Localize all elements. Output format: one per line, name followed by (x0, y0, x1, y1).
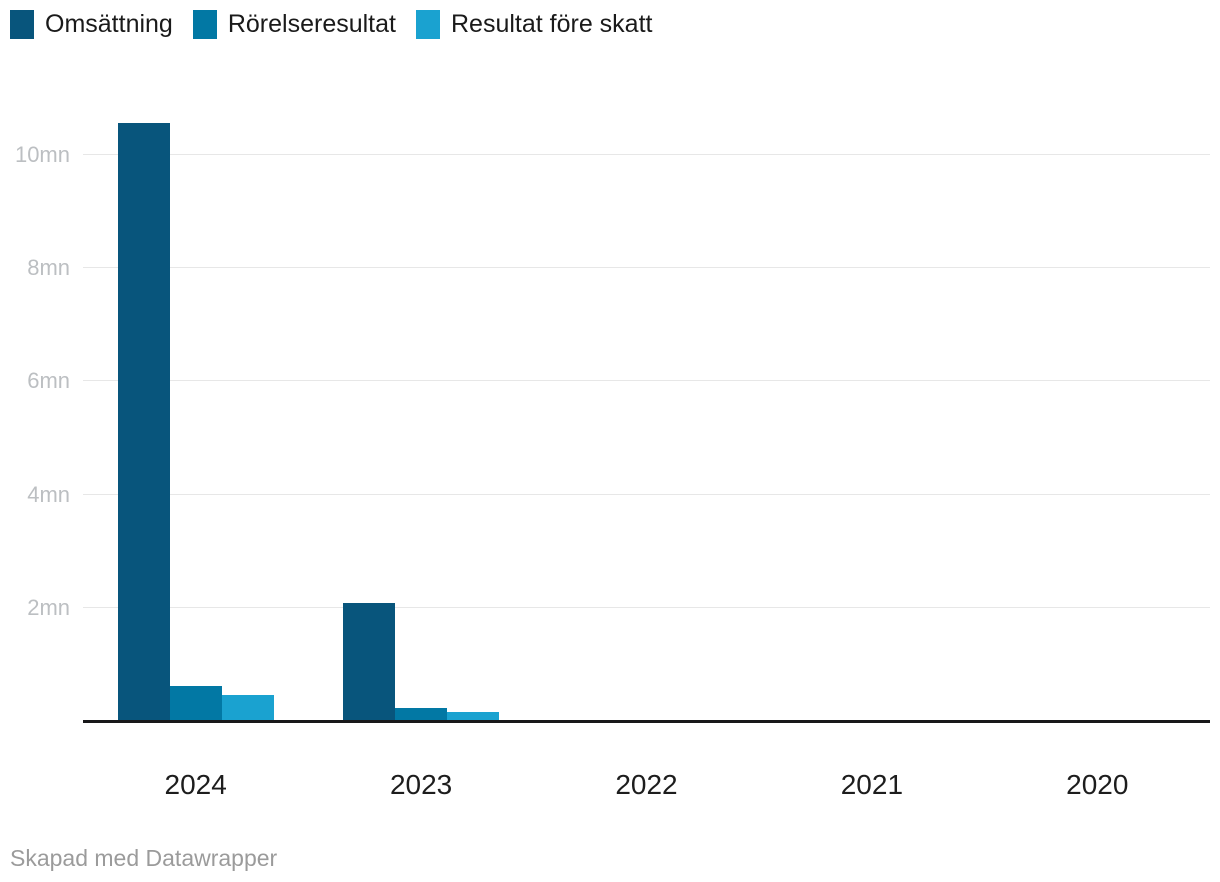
gridline-6mn (83, 380, 1210, 382)
bar-omsattning-2024 (117, 122, 170, 720)
x-axis-label-2021: 2021 (840, 769, 904, 800)
legend-swatch-resultat-fore-skatt (415, 10, 440, 39)
y-axis-label-4mn: 4mn (27, 481, 70, 507)
bar-resultat-fore-skatt-2023 (447, 711, 500, 720)
legend-swatch-rorelseresultat (192, 10, 217, 39)
legend-item-resultat-fore-skatt: Resultat före skatt (415, 10, 653, 39)
legend-label-rorelseresultat: Rörelseresultat (227, 10, 396, 38)
gridline-10mn (83, 154, 1210, 155)
y-axis-label-2mn: 2mn (27, 594, 70, 620)
gridline-8mn (83, 267, 1210, 269)
x-axis-label-2024: 2024 (164, 769, 227, 800)
y-axis-label-10mn: 10mn (14, 142, 70, 167)
x-axis-label-2022: 2022 (615, 769, 678, 800)
legend-item-rorelseresultat: Rörelseresultat (192, 10, 396, 39)
gridline-2mn (83, 606, 1210, 608)
legend: Omsättning Rörelseresultat Resultat före… (10, 10, 652, 39)
bar-resultat-fore-skatt-2024 (221, 694, 274, 720)
x-axis-label-2020: 2020 (1066, 769, 1129, 800)
bar-omsattning-2023 (343, 602, 396, 720)
legend-label-omsattning: Omsättning (45, 10, 173, 38)
bar-rorelseresultat-2024 (169, 686, 222, 720)
datawrapper-credit[interactable]: Skapad med Datawrapper (10, 845, 278, 871)
x-axis-label-2023: 2023 (389, 769, 453, 800)
y-axis-label-8mn: 8mn (27, 255, 70, 281)
x-axis-baseline (83, 720, 1210, 723)
legend-label-resultat-fore-skatt: Resultat före skatt (450, 10, 653, 38)
bar-rorelseresultat-2023 (395, 708, 448, 720)
legend-swatch-omsattning (10, 10, 34, 39)
gridline-4mn (83, 493, 1210, 495)
legend-item-omsattning: Omsättning (10, 10, 173, 39)
y-axis-label-6mn: 6mn (27, 368, 70, 394)
